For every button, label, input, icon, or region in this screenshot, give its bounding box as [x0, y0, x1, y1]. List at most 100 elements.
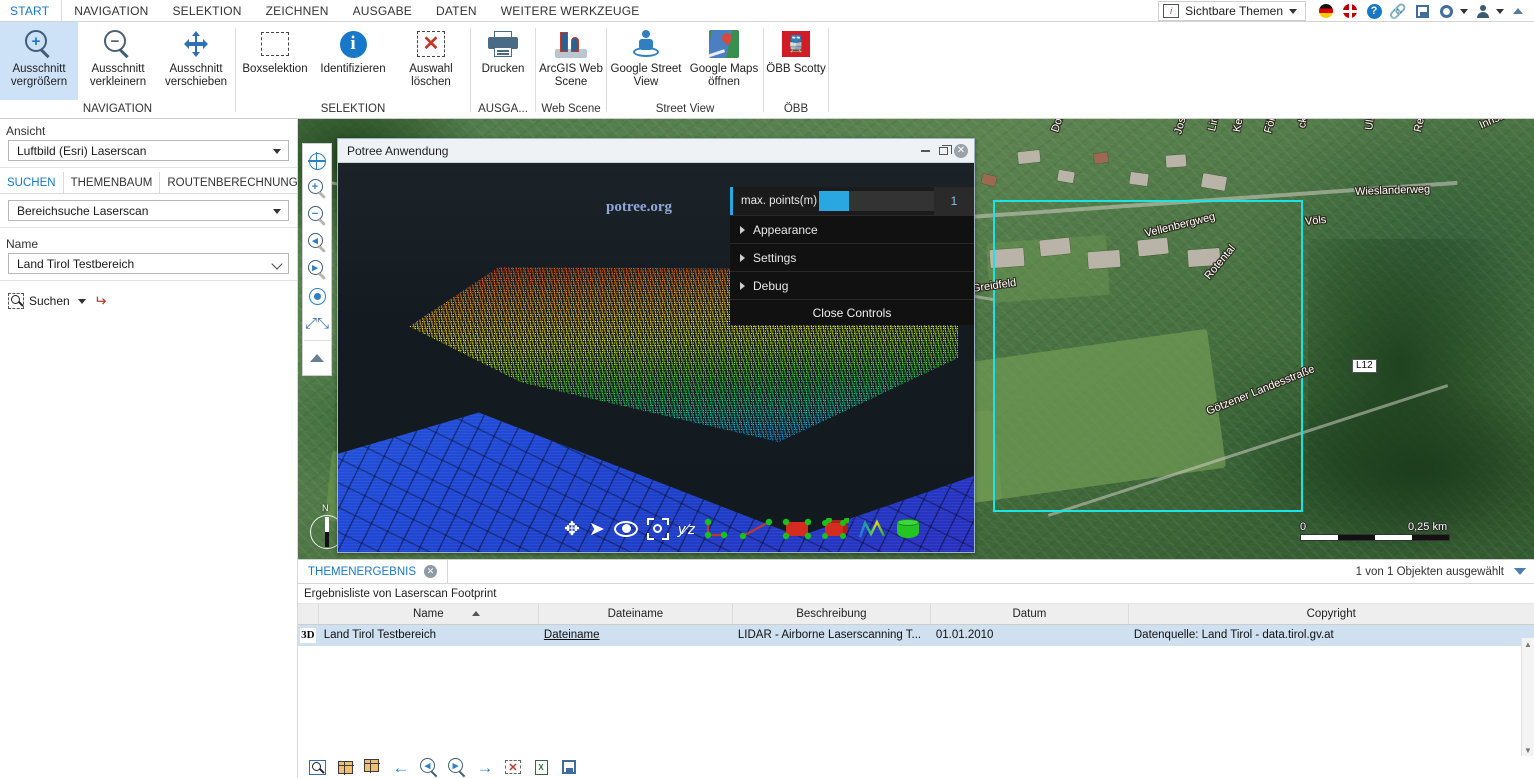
- button-arcgis-web-scene[interactable]: ArcGIS Web Scene: [536, 22, 606, 100]
- column-header-icon[interactable]: [298, 604, 319, 625]
- orbit-icon[interactable]: ➤: [588, 518, 605, 540]
- scroll-down-icon[interactable]: ▼: [1524, 745, 1532, 755]
- table-add-icon[interactable]: [363, 758, 382, 776]
- volume-measure-icon[interactable]: [821, 516, 850, 542]
- link-icon[interactable]: 🔗: [1389, 2, 1407, 19]
- search-type-select[interactable]: Bereichsuche Laserscan: [8, 200, 289, 221]
- previous-icon[interactable]: ←: [392, 757, 410, 777]
- column-header-name[interactable]: Name: [318, 604, 539, 625]
- selection-rectangle[interactable]: [993, 200, 1303, 512]
- column-header-dateiname[interactable]: Dateiname: [538, 604, 733, 625]
- button-identifizieren[interactable]: i Identifizieren: [314, 22, 392, 100]
- tab-themenbaum[interactable]: THEMENBAUM: [64, 172, 161, 193]
- ribbon-tab-start[interactable]: START: [0, 0, 63, 21]
- user-dropdown-chevron-icon[interactable]: [1494, 0, 1506, 22]
- earth-control-icon[interactable]: [613, 516, 638, 542]
- delete-selection-icon[interactable]: ✕: [504, 758, 522, 776]
- button-google-street-view[interactable]: Google Street View: [607, 22, 685, 100]
- clip-volume-icon[interactable]: [895, 516, 921, 542]
- button-auswahl-loeschen[interactable]: ✕ Auswahl löschen: [392, 22, 470, 100]
- gear-icon[interactable]: [1434, 0, 1458, 22]
- ribbon-tab-zeichnen[interactable]: ZEICHNEN: [254, 0, 341, 21]
- view-select[interactable]: Luftbild (Esri) Laserscan: [8, 140, 289, 161]
- save-icon[interactable]: [560, 758, 578, 776]
- distance-measure-icon[interactable]: [739, 516, 773, 542]
- dateiname-link[interactable]: Dateiname: [543, 629, 600, 642]
- help-icon[interactable]: ?: [1362, 0, 1386, 22]
- angle-measure-icon[interactable]: [704, 516, 730, 542]
- column-header-datum[interactable]: Datum: [930, 604, 1129, 625]
- flag-de-icon[interactable]: [1314, 0, 1338, 22]
- gear-dropdown-chevron-icon[interactable]: [1458, 0, 1470, 22]
- collapse-ribbon-icon[interactable]: [1506, 0, 1530, 22]
- collapse-up-icon[interactable]: [303, 344, 331, 371]
- max-points-value[interactable]: 1: [934, 187, 974, 215]
- button-boxselektion[interactable]: Boxselektion: [236, 22, 314, 100]
- focus-icon[interactable]: [646, 516, 669, 542]
- clear-selection-icon: ✕: [417, 28, 445, 60]
- table-icon[interactable]: [336, 758, 354, 776]
- controls-section-appearance[interactable]: Appearance: [730, 215, 974, 243]
- tab-suchen[interactable]: SUCHEN: [0, 172, 64, 193]
- chevron-down-icon[interactable]: [1514, 568, 1526, 575]
- height-profile-yz-icon[interactable]: y⁄z: [677, 520, 696, 538]
- area-measure-icon[interactable]: [782, 516, 812, 542]
- ribbon-tab-selektion[interactable]: SELEKTION: [160, 0, 253, 21]
- ribbon-tab-weitere-werkzeuge[interactable]: WEITERE WERKZEUGE: [489, 0, 652, 21]
- center-target-icon[interactable]: [303, 283, 331, 310]
- button-label: Google Maps öffnen: [689, 63, 759, 88]
- max-points-control[interactable]: max. points(m) 1: [730, 187, 974, 215]
- button-ausschnitt-verschieben[interactable]: Ausschnitt verschieben: [157, 22, 235, 100]
- potree-brand-label[interactable]: potree.org: [606, 199, 672, 215]
- full-extent-icon[interactable]: ⤢⤡: [305, 315, 330, 332]
- potree-3d-viewport[interactable]: potree.org ✥ ➤ y⁄z: [338, 163, 974, 552]
- minimize-icon[interactable]: [916, 141, 934, 161]
- close-controls-button[interactable]: Close Controls: [730, 299, 974, 325]
- row-3d-badge[interactable]: 3D: [300, 627, 316, 643]
- button-google-maps-oeffnen[interactable]: Google Maps öffnen: [685, 22, 763, 100]
- zoom-out-icon[interactable]: −: [303, 202, 331, 229]
- scroll-up-icon[interactable]: ▲: [1524, 639, 1532, 649]
- controls-section-settings[interactable]: Settings: [730, 243, 974, 271]
- button-drucken[interactable]: Drucken: [471, 22, 535, 100]
- next-icon[interactable]: →: [476, 757, 494, 777]
- ribbon-tab-daten[interactable]: DATEN: [424, 0, 489, 21]
- button-oebb-scotty[interactable]: 🚆 ÖBB Scotty: [764, 22, 828, 100]
- result-scrollbar[interactable]: ▲ ▼: [1521, 638, 1534, 756]
- potree-window[interactable]: Potree Anwendung ✕ potree.org ✥ ➤ y⁄z: [337, 138, 975, 553]
- profile-measure-icon[interactable]: [858, 516, 886, 542]
- name-combobox[interactable]: Land Tirol Testbereich: [8, 253, 289, 274]
- zoom-in-record-icon[interactable]: ▸: [448, 757, 466, 777]
- ribbon-tab-navigation[interactable]: NAVIGATION: [62, 0, 160, 21]
- restore-icon[interactable]: [934, 141, 952, 161]
- flag-uk-icon[interactable]: [1338, 0, 1362, 22]
- user-icon[interactable]: [1470, 0, 1494, 22]
- zoom-to-selection-icon[interactable]: [308, 758, 326, 776]
- zoom-next-icon[interactable]: ▸: [303, 256, 331, 283]
- close-icon[interactable]: ✕: [424, 565, 437, 578]
- tab-routenberechnung[interactable]: ROUTENBERECHNUNG: [160, 172, 306, 193]
- globe-icon[interactable]: [303, 148, 331, 175]
- visible-themes-dropdown[interactable]: i Sichtbare Themen: [1158, 1, 1306, 21]
- close-icon[interactable]: ✕: [952, 141, 970, 161]
- export-excel-icon[interactable]: X: [532, 758, 550, 776]
- column-header-beschreibung[interactable]: Beschreibung: [732, 604, 931, 625]
- table-row[interactable]: 3D Land Tirol Testbereich Dateiname LIDA…: [298, 624, 1534, 646]
- max-points-slider[interactable]: [819, 191, 934, 211]
- potree-title-bar[interactable]: Potree Anwendung ✕: [338, 139, 974, 163]
- cell-dateiname[interactable]: Dateiname: [538, 624, 732, 646]
- column-header-copyright[interactable]: Copyright: [1128, 604, 1534, 625]
- tab-themenergebnis[interactable]: THEMENERGEBNIS ✕: [298, 560, 448, 583]
- fly-move-icon[interactable]: ✥: [564, 518, 580, 540]
- zoom-out-record-icon[interactable]: ◂: [420, 757, 438, 777]
- suchen-dropdown-chevron-icon[interactable]: [77, 298, 86, 304]
- zoom-previous-icon[interactable]: ◂: [303, 229, 331, 256]
- ribbon-tab-ausgabe[interactable]: AUSGABE: [341, 0, 424, 21]
- suchen-button[interactable]: Suchen: [8, 293, 70, 309]
- button-ausschnitt-verkleinern[interactable]: − Ausschnitt verkleinern: [79, 22, 157, 100]
- save-icon[interactable]: [1410, 0, 1434, 22]
- reset-search-icon[interactable]: ↵: [93, 292, 107, 310]
- controls-section-debug[interactable]: Debug: [730, 271, 974, 299]
- button-ausschnitt-vergroessern[interactable]: + Ausschnitt vergrößern: [0, 22, 78, 100]
- zoom-in-icon[interactable]: +: [303, 175, 331, 202]
